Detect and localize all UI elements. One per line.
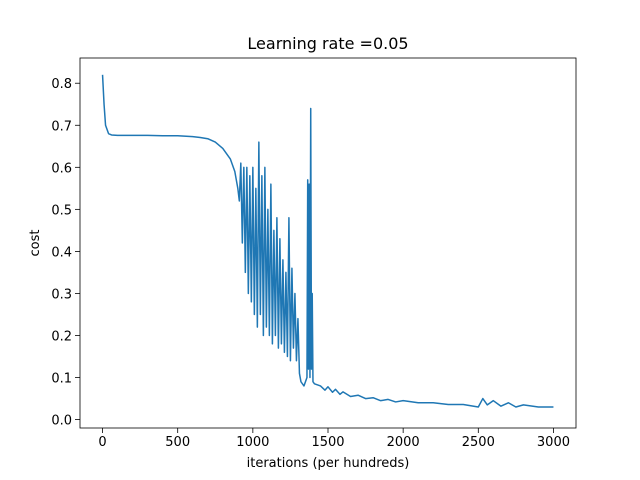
x-tick-label: 1500 — [311, 435, 344, 450]
y-tick-label: 0.1 — [51, 372, 72, 387]
line-series — [101, 74, 554, 408]
x-tick-label: 500 — [165, 435, 190, 450]
y-tick-label: 0.2 — [51, 330, 72, 345]
x-tick-label: 1000 — [236, 435, 269, 450]
plot-frame — [79, 57, 577, 429]
y-tick-label: 0.7 — [51, 119, 72, 134]
x-axis-label: iterations (per hundreds) — [247, 456, 410, 471]
y-tick-label: 0.4 — [51, 245, 72, 260]
x-tick-label: 2500 — [462, 435, 495, 450]
y-tick-label: 0.8 — [51, 77, 72, 92]
x-tick-label: 0 — [98, 435, 106, 450]
x-tick-label: 2000 — [387, 435, 420, 450]
y-tick-label: 0.0 — [51, 414, 72, 429]
chart-title: Learning rate =0.05 — [247, 34, 408, 53]
y-axis-label: cost — [28, 230, 43, 257]
x-tick-label: 3000 — [537, 435, 570, 450]
y-tick-label: 0.5 — [51, 203, 72, 218]
y-tick-label: 0.6 — [51, 161, 72, 176]
y-tick-label: 0.3 — [51, 287, 72, 302]
